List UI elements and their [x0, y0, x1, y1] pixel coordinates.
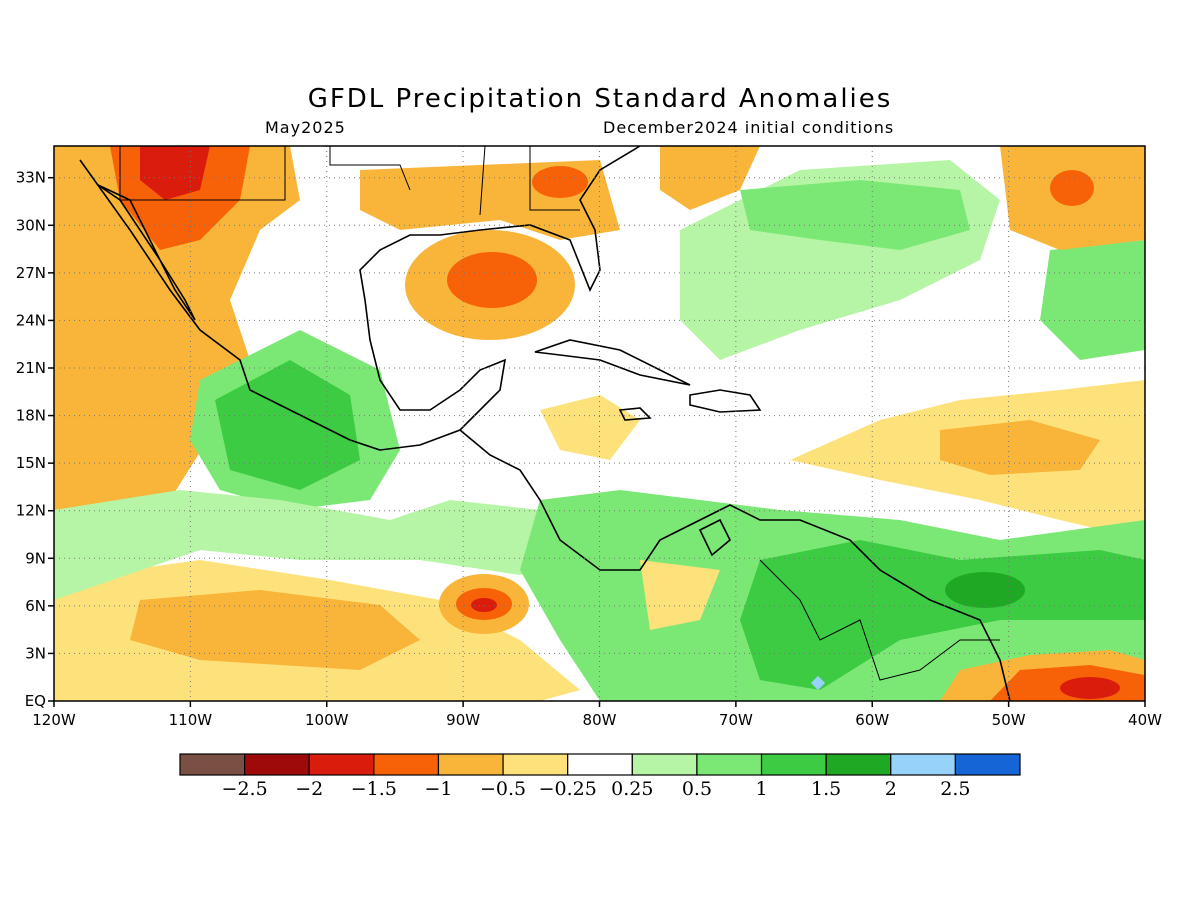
- dry-cell-atlantic-ne: [1050, 170, 1094, 206]
- coastline-jamaica: [618, 407, 652, 421]
- colorbar-swatch: [308, 753, 375, 776]
- colorbar-label: 0.25: [611, 778, 653, 800]
- lat-tick-label: 3N: [25, 644, 46, 662]
- wet-region-pacific-inner: [215, 360, 360, 490]
- coastline-cuba: [534, 339, 691, 386]
- lon-tick-label: 70W: [719, 711, 753, 729]
- lon-tick-label: 50W: [992, 711, 1026, 729]
- initial-conditions: December2024 initial conditions: [603, 118, 895, 137]
- lat-tick-label: 6N: [25, 597, 46, 615]
- colorbar-swatch: [373, 753, 440, 776]
- colorbar-swatch: [825, 753, 892, 776]
- map-field: [54, 146, 1145, 701]
- lat-tick-label: 27N: [16, 264, 46, 282]
- lon-tick-label: 60W: [855, 711, 889, 729]
- lat-tick-label: 24N: [16, 311, 46, 329]
- lat-tick-label: 18N: [16, 407, 46, 425]
- wet-band-itcz: [54, 490, 580, 600]
- lat-tick-label: EQ: [25, 692, 46, 710]
- colorbar-swatch: [179, 753, 246, 776]
- lon-tick-label: 90W: [446, 711, 480, 729]
- lat-tick-label: 33N: [16, 169, 46, 187]
- colorbar-swatch: [954, 753, 1021, 776]
- dry-cell-gulf-inner: [447, 252, 537, 308]
- map-title: GFDL Precipitation Standard Anomalies: [307, 84, 893, 114]
- colorbar-swatch: [696, 753, 763, 776]
- colorbar-label: 1: [755, 778, 767, 800]
- coastlines: [79, 146, 1011, 701]
- colorbar-label: 1.5: [811, 778, 841, 800]
- lat-tick-label: 15N: [16, 454, 46, 472]
- colorbar-label: 0.5: [682, 778, 712, 800]
- coastline-north-america: [79, 146, 641, 451]
- dry-cell-pacific-core: [471, 598, 497, 612]
- lat-tick-label: 30N: [16, 216, 46, 234]
- colorbar-swatch: [631, 753, 698, 776]
- coastline-central-south-america: [459, 429, 1011, 701]
- lon-tick-label: 100W: [305, 711, 349, 729]
- lon-tick-label: 80W: [583, 711, 617, 729]
- coastline-maracaibo: [698, 518, 731, 557]
- lon-tick-label: 110W: [169, 711, 213, 729]
- lat-tick-label: 12N: [16, 502, 46, 520]
- lat-tick-label: 21N: [16, 359, 46, 377]
- border-south-america: [759, 559, 1000, 681]
- colorbar-label: 2: [885, 778, 897, 800]
- dry-region-northwest: [54, 146, 300, 510]
- dry-region-caribbean: [540, 395, 640, 460]
- dry-cell-georgia: [532, 166, 588, 198]
- lat-tick-label: 9N: [25, 549, 46, 567]
- colorbar: −2.5 −2 −1.5 −1 −0.5 −0.25 0.25 0.5 1 1.5 2 2.5: [179, 753, 1021, 800]
- lon-tick-label: 40W: [1128, 711, 1162, 729]
- axis-ticks: 120W 110W 100W 90W 80W 70W 60W 50W 40W EQ 3N 6N 9N 12…: [16, 169, 1162, 729]
- forecast-month: May2025: [265, 118, 346, 137]
- wet-cell-amazon: [810, 675, 826, 691]
- colorbar-label: −1.5: [351, 778, 397, 800]
- colorbar-label: −2: [295, 778, 323, 800]
- coastline-hispaniola: [689, 389, 762, 413]
- border-us-states: [479, 146, 580, 216]
- colorbar-swatch: [244, 753, 310, 776]
- colorbar-swatch: [437, 753, 504, 776]
- colorbar-swatch: [567, 753, 633, 776]
- dry-patch-colombia: [640, 560, 720, 630]
- colorbar-swatch: [890, 753, 956, 776]
- colorbar-swatch: [760, 753, 827, 776]
- colorbar-swatch: [502, 753, 569, 776]
- colorbar-label: −1: [424, 778, 452, 800]
- border-us-mexico-west: [119, 146, 286, 201]
- dry-cell-brazil-ne: [1060, 677, 1120, 699]
- coastline-baja-california: [97, 184, 196, 321]
- gridlines: [54, 146, 1145, 701]
- dry-band-tropical-inner: [940, 420, 1100, 475]
- colorbar-label: −0.5: [480, 778, 526, 800]
- anomaly-shading: [54, 146, 1145, 701]
- wet-cell-guianas: [945, 572, 1025, 608]
- lon-tick-label: 120W: [32, 711, 76, 729]
- dry-region-peak: [140, 146, 210, 200]
- colorbar-label: −2.5: [222, 778, 268, 800]
- colorbar-label: 2.5: [940, 778, 970, 800]
- dry-band-pacific-mid: [130, 590, 420, 670]
- wet-band-atlantic-inner: [740, 180, 970, 250]
- wet-region-south-america-inner: [740, 540, 1145, 690]
- colorbar-label: −0.25: [539, 778, 597, 800]
- wet-region-east-atlantic: [1040, 240, 1145, 360]
